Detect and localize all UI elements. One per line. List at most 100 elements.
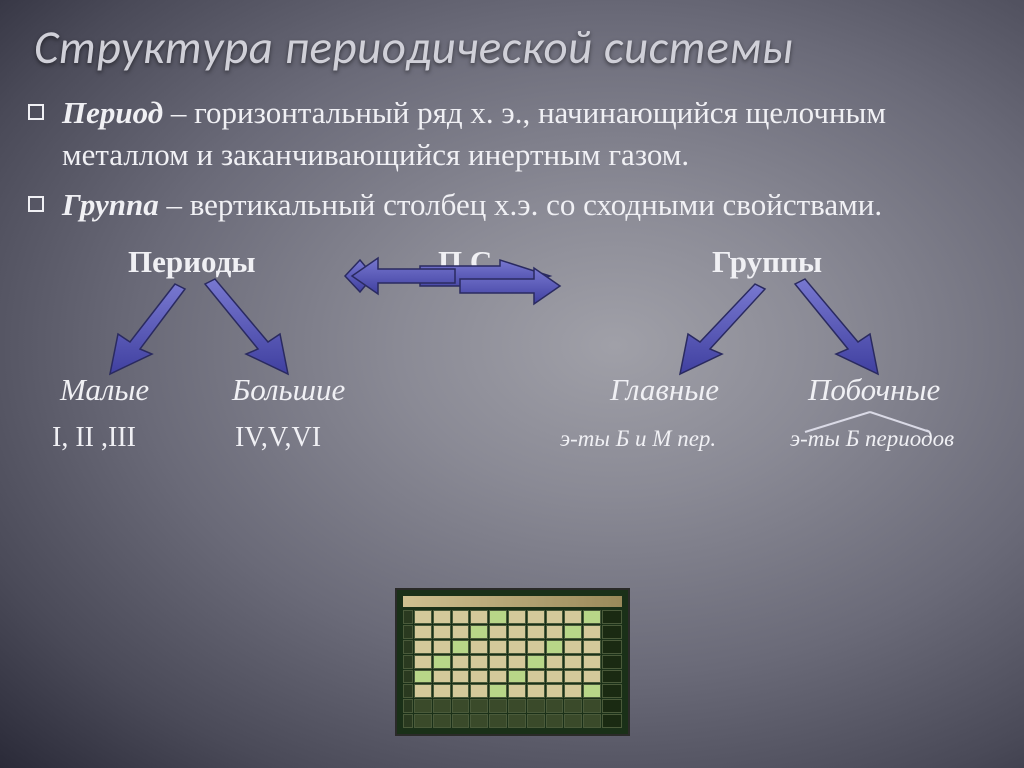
ptable-cell xyxy=(414,625,432,639)
ptable-cell xyxy=(414,640,432,654)
ptable-cell xyxy=(508,714,526,728)
ptable-cell xyxy=(602,699,622,713)
ptable-cell xyxy=(564,714,582,728)
ptable-cell xyxy=(583,625,601,639)
periodic-table-thumbnail xyxy=(395,588,630,736)
label-small: Малые xyxy=(60,372,149,408)
ptable-cell xyxy=(583,670,601,684)
ptable-cell xyxy=(452,640,470,654)
label-periods: Периоды xyxy=(128,244,255,280)
label-groups: Группы xyxy=(712,244,822,280)
ptable-cell xyxy=(452,684,470,698)
ptable-cell xyxy=(602,684,622,698)
ptable-cell xyxy=(470,640,488,654)
ptable-cell xyxy=(489,625,507,639)
ptable-cell xyxy=(452,610,470,624)
label-main: Главные xyxy=(610,372,719,408)
ptable-cell xyxy=(470,714,488,728)
structure-diagram: Периоды П.С. Группы Малые Большие Главны… xyxy=(0,234,1024,494)
ptable-cell xyxy=(470,655,488,669)
ptable-cell xyxy=(433,625,451,639)
term: Группа xyxy=(62,187,159,222)
ptable-cell xyxy=(508,640,526,654)
ptable-header xyxy=(403,596,622,607)
ptable-cell xyxy=(433,699,451,713)
ptable-cell xyxy=(602,670,622,684)
definition-text: Период – горизонтальный ряд х. э., начин… xyxy=(62,92,992,176)
ptable-cell xyxy=(527,640,545,654)
ptable-cell xyxy=(546,640,564,654)
ptable-cell xyxy=(470,610,488,624)
ptable-cell xyxy=(403,640,413,654)
ptable-cell xyxy=(527,714,545,728)
label-big: Большие xyxy=(232,372,345,408)
ptable-cell xyxy=(433,684,451,698)
ptable-cell xyxy=(527,684,545,698)
ptable-cell xyxy=(433,640,451,654)
ptable-cell xyxy=(602,714,622,728)
ptable-cell xyxy=(508,699,526,713)
ptable-cell xyxy=(583,714,601,728)
ptable-cell xyxy=(602,610,622,624)
ptable-cell xyxy=(564,684,582,698)
ptable-cell xyxy=(452,714,470,728)
bullet-icon xyxy=(28,196,44,212)
sub-small-periods: I, II ,III xyxy=(52,422,136,454)
ptable-cell xyxy=(546,699,564,713)
label-secondary: Побочные xyxy=(808,372,940,408)
ptable-cell xyxy=(489,699,507,713)
term: Период xyxy=(62,95,163,130)
ptable-cell xyxy=(527,610,545,624)
ptable-cell xyxy=(452,699,470,713)
ptable-cell xyxy=(414,699,432,713)
ptable-cell xyxy=(564,699,582,713)
slide-title: Структура периодической системы xyxy=(0,0,1024,76)
ptable-cell xyxy=(527,699,545,713)
ptable-cell xyxy=(403,625,413,639)
ptable-cell xyxy=(452,670,470,684)
ptable-cell xyxy=(583,640,601,654)
ptable-cell xyxy=(546,655,564,669)
ptable-cell xyxy=(414,610,432,624)
ptable-cell xyxy=(414,655,432,669)
ptable-cell xyxy=(433,670,451,684)
ptable-cell xyxy=(508,610,526,624)
ptable-cell xyxy=(602,640,622,654)
ptable-cell xyxy=(602,625,622,639)
definition-text: Группа – вертикальный столбец х.э. со сх… xyxy=(62,184,882,226)
ptable-cell xyxy=(489,610,507,624)
ptable-cell xyxy=(470,699,488,713)
ptable-cell xyxy=(489,670,507,684)
ptable-cell xyxy=(489,714,507,728)
sub-big-periods: IV,V,VI xyxy=(235,422,321,454)
label-ps: П.С. xyxy=(438,244,500,280)
ptable-cell xyxy=(470,625,488,639)
definition-period: Период – горизонтальный ряд х. э., начин… xyxy=(0,92,1024,176)
ptable-cell xyxy=(546,670,564,684)
ptable-cell xyxy=(489,640,507,654)
ptable-cell xyxy=(414,684,432,698)
ptable-cell xyxy=(403,699,413,713)
ptable-cell xyxy=(546,610,564,624)
ptable-cell xyxy=(564,625,582,639)
ptable-cell xyxy=(546,684,564,698)
ptable-cell xyxy=(414,670,432,684)
ptable-cell xyxy=(527,655,545,669)
term-desc: – горизонтальный ряд х. э., начинающийся… xyxy=(62,95,886,172)
ptable-cell xyxy=(470,670,488,684)
ptable-cell xyxy=(403,684,413,698)
ptable-cell xyxy=(546,625,564,639)
ptable-cell xyxy=(403,714,413,728)
definition-group: Группа – вертикальный столбец х.э. со сх… xyxy=(0,184,1024,226)
sub-main-note: э-ты Б и М пер. xyxy=(560,426,716,452)
ptable-cell xyxy=(433,714,451,728)
ptable-cell xyxy=(403,670,413,684)
ptable-cell xyxy=(414,714,432,728)
ptable-cell xyxy=(527,625,545,639)
ptable-cell xyxy=(583,655,601,669)
ptable-cell xyxy=(564,610,582,624)
ptable-cell xyxy=(452,625,470,639)
ptable-grid xyxy=(403,610,622,728)
ptable-cell xyxy=(433,610,451,624)
ptable-cell xyxy=(489,684,507,698)
